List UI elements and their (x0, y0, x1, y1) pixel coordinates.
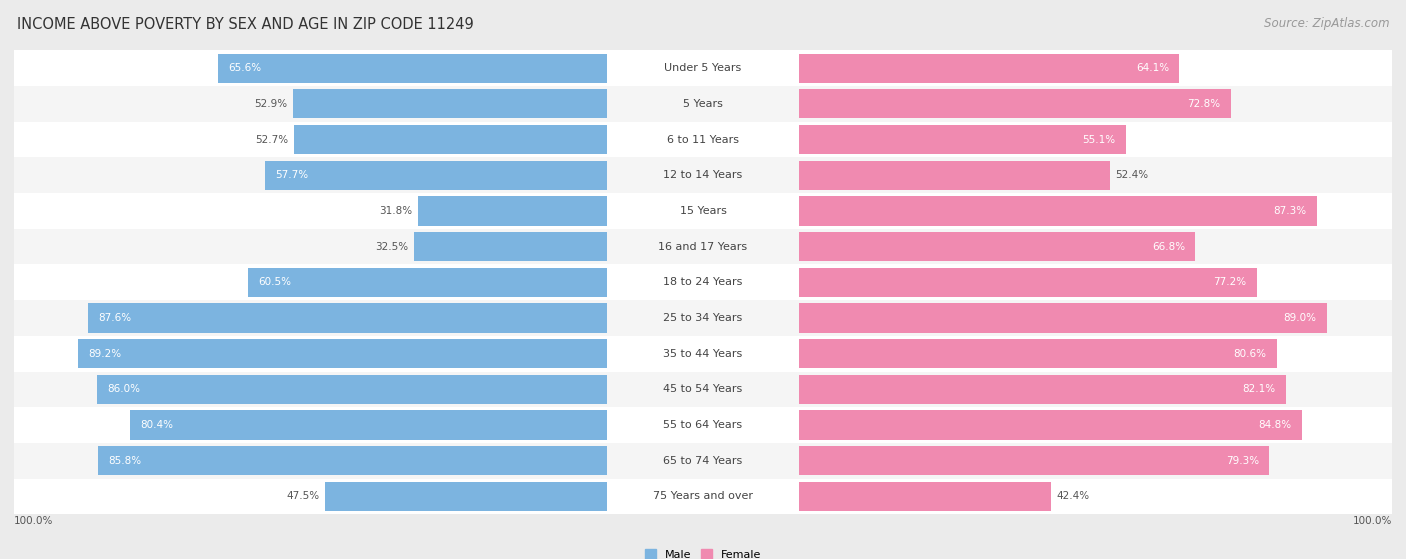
Text: 80.4%: 80.4% (141, 420, 173, 430)
Bar (800, 89, 1230, 119)
Text: 60.5%: 60.5% (259, 277, 291, 287)
Bar (325, 482, 606, 511)
Text: 47.5%: 47.5% (287, 491, 319, 501)
Text: 84.8%: 84.8% (1258, 420, 1292, 430)
FancyBboxPatch shape (0, 193, 1406, 229)
Bar (131, 410, 606, 440)
Text: 72.8%: 72.8% (1187, 99, 1220, 109)
Text: 52.4%: 52.4% (1115, 170, 1149, 180)
Bar (800, 339, 1277, 368)
Text: 52.9%: 52.9% (254, 99, 288, 109)
Text: Source: ZipAtlas.com: Source: ZipAtlas.com (1264, 17, 1389, 30)
Text: 55 to 64 Years: 55 to 64 Years (664, 420, 742, 430)
Text: 89.0%: 89.0% (1284, 313, 1316, 323)
Bar (800, 125, 1126, 154)
Text: 75 Years and over: 75 Years and over (652, 491, 754, 501)
Text: 79.3%: 79.3% (1226, 456, 1258, 466)
Bar (294, 125, 606, 154)
FancyBboxPatch shape (0, 372, 1406, 407)
Bar (800, 54, 1180, 83)
Bar (800, 410, 1302, 440)
Text: 65.6%: 65.6% (228, 63, 262, 73)
Text: 5 Years: 5 Years (683, 99, 723, 109)
Text: 87.3%: 87.3% (1274, 206, 1306, 216)
FancyBboxPatch shape (0, 86, 1406, 122)
Text: 52.7%: 52.7% (256, 135, 288, 145)
Text: 6 to 11 Years: 6 to 11 Years (666, 135, 740, 145)
Text: 15 Years: 15 Years (679, 206, 727, 216)
Text: 87.6%: 87.6% (98, 313, 131, 323)
Text: 31.8%: 31.8% (380, 206, 412, 216)
Text: Under 5 Years: Under 5 Years (665, 63, 741, 73)
Text: 45 to 54 Years: 45 to 54 Years (664, 385, 742, 394)
FancyBboxPatch shape (0, 443, 1406, 479)
Text: 86.0%: 86.0% (107, 385, 141, 394)
Bar (218, 54, 606, 83)
Bar (800, 304, 1327, 333)
Text: 80.6%: 80.6% (1233, 349, 1267, 359)
Bar (800, 375, 1286, 404)
FancyBboxPatch shape (0, 50, 1406, 86)
FancyBboxPatch shape (0, 229, 1406, 264)
Bar (800, 196, 1316, 225)
Text: 25 to 34 Years: 25 to 34 Years (664, 313, 742, 323)
FancyBboxPatch shape (0, 300, 1406, 336)
Text: 100.0%: 100.0% (1353, 516, 1392, 526)
Text: 42.4%: 42.4% (1056, 491, 1090, 501)
Bar (418, 196, 606, 225)
Text: 57.7%: 57.7% (276, 170, 308, 180)
Text: 85.8%: 85.8% (108, 456, 142, 466)
Bar (800, 232, 1195, 261)
Bar (97, 375, 606, 404)
Text: 16 and 17 Years: 16 and 17 Years (658, 241, 748, 252)
Bar (800, 482, 1050, 511)
Text: 12 to 14 Years: 12 to 14 Years (664, 170, 742, 180)
Bar (87, 304, 606, 333)
Bar (264, 160, 606, 190)
FancyBboxPatch shape (0, 264, 1406, 300)
FancyBboxPatch shape (0, 407, 1406, 443)
Text: 100.0%: 100.0% (14, 516, 53, 526)
Text: 77.2%: 77.2% (1213, 277, 1247, 287)
Text: 66.8%: 66.8% (1152, 241, 1185, 252)
FancyBboxPatch shape (0, 336, 1406, 372)
Text: INCOME ABOVE POVERTY BY SEX AND AGE IN ZIP CODE 11249: INCOME ABOVE POVERTY BY SEX AND AGE IN Z… (17, 17, 474, 32)
Bar (247, 268, 606, 297)
Bar (800, 446, 1270, 475)
Legend: Male, Female: Male, Female (645, 549, 761, 559)
Text: 55.1%: 55.1% (1083, 135, 1115, 145)
Text: 65 to 74 Years: 65 to 74 Years (664, 456, 742, 466)
FancyBboxPatch shape (0, 479, 1406, 514)
Text: 64.1%: 64.1% (1136, 63, 1168, 73)
Text: 35 to 44 Years: 35 to 44 Years (664, 349, 742, 359)
Bar (292, 89, 606, 119)
Text: 89.2%: 89.2% (89, 349, 121, 359)
Bar (98, 446, 606, 475)
Bar (79, 339, 606, 368)
Text: 82.1%: 82.1% (1243, 385, 1275, 394)
FancyBboxPatch shape (0, 122, 1406, 158)
Bar (413, 232, 606, 261)
Text: 18 to 24 Years: 18 to 24 Years (664, 277, 742, 287)
FancyBboxPatch shape (0, 158, 1406, 193)
Bar (800, 268, 1257, 297)
Bar (800, 160, 1109, 190)
Text: 32.5%: 32.5% (375, 241, 409, 252)
